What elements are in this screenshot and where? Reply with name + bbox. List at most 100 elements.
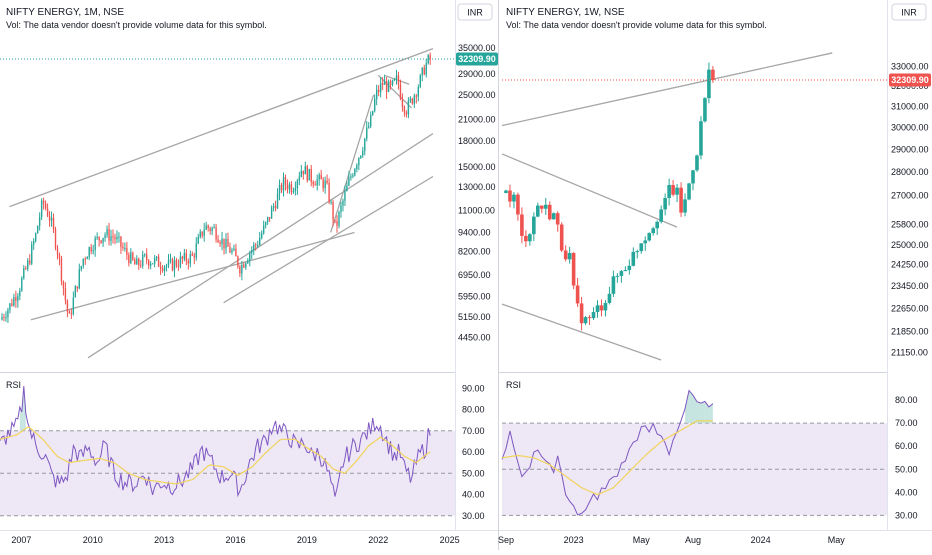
weekly-currency-button[interactable]: INR [891, 3, 927, 21]
candle-body [663, 198, 667, 210]
weekly-rsi-axis[interactable]: 80.00 70.00 60.00 50.00 40.00 30.00 [895, 395, 918, 520]
trendline[interactable] [377, 74, 413, 109]
candle-body [90, 247, 92, 252]
candle-body [703, 98, 707, 122]
price-tick-label: 15000.00 [458, 162, 496, 172]
candle-body [524, 235, 528, 242]
weekly-chart-panel[interactable]: 33000.0032000.0031000.0030000.0029000.00… [498, 0, 932, 545]
candle-body [651, 228, 656, 234]
candle-body [391, 80, 394, 85]
monthly-trendlines[interactable] [9, 48, 434, 359]
candle-body [264, 222, 267, 226]
candle-body [270, 207, 273, 219]
rsi-overbought-fill [696, 401, 701, 424]
trendline[interactable] [501, 303, 662, 361]
trendline[interactable] [501, 153, 678, 228]
time-tick-label: 2007 [11, 535, 31, 545]
candle-body [707, 69, 711, 99]
candle-body [385, 81, 388, 92]
candle-body [417, 87, 419, 97]
candle-body [142, 254, 144, 266]
candle-body [635, 251, 640, 253]
price-tick-label: 22650.00 [891, 303, 929, 313]
weekly-trendlines[interactable] [501, 52, 833, 361]
rsi-overbought-fill [704, 401, 709, 424]
candle-body [687, 183, 691, 200]
candle-body [102, 237, 104, 243]
monthly-last-price-tag: 32309.90 [456, 52, 498, 66]
trendline[interactable] [30, 231, 355, 321]
monthly-time-axis[interactable]: 2007 2010 2013 2016 2019 2022 2025 [11, 535, 459, 545]
candle-body [183, 253, 186, 259]
monthly-price-axis[interactable]: 35000.00 29000.00 25000.00 21000.00 18000.00… [458, 43, 496, 343]
monthly-rsi-axis[interactable]: 90.00 80.00 70.00 60.00 50.00 40.00 30.00 [462, 383, 485, 521]
candle-body [276, 193, 279, 209]
price-tick-label: 21150.00 [891, 347, 928, 357]
monthly-chart-panel[interactable]: 35000.00 29000.00 25000.00 21000.00 18000.00… [0, 0, 498, 550]
candle-body [504, 190, 508, 194]
trendline[interactable] [330, 94, 375, 233]
candle-body [104, 234, 106, 238]
monthly-last-price-value: 32309.90 [458, 54, 496, 64]
candle-body [563, 250, 568, 260]
candle-body [124, 247, 126, 249]
candle-body [84, 258, 86, 260]
price-tick-label: 28000.00 [891, 167, 929, 177]
candle-body [326, 180, 328, 183]
candle-body [247, 260, 249, 264]
price-tick-label: 21000.00 [458, 115, 496, 125]
candle-body [100, 240, 102, 243]
candle-body [33, 240, 35, 245]
candle-body [695, 155, 699, 171]
candle-body [5, 317, 7, 319]
candle-body [29, 260, 31, 264]
candle-body [332, 201, 334, 220]
price-tick-label: 5950.00 [458, 292, 491, 302]
weekly-chart-title: NIFTY ENERGY, 1W, NSE [506, 7, 625, 18]
monthly-currency-button[interactable]: INR [457, 3, 493, 21]
weekly-price-axis[interactable]: 33000.0032000.0031000.0030000.0029000.00… [891, 61, 929, 357]
trendline[interactable] [385, 75, 410, 85]
trendline[interactable] [223, 175, 434, 304]
candle-body [411, 98, 414, 104]
candle-body [44, 203, 47, 209]
candle-body [9, 303, 11, 310]
candle-body [286, 184, 289, 190]
price-tick-label: 23450.00 [891, 281, 929, 291]
candle-body [587, 317, 592, 319]
candle-body [219, 242, 221, 244]
candle-body [611, 276, 616, 294]
candle-body [171, 259, 174, 271]
candle-body [40, 200, 43, 217]
candle-body [389, 81, 392, 85]
candle-body [314, 184, 316, 186]
candle-body [354, 168, 356, 176]
candle-body [304, 166, 306, 175]
price-tick-label: 24250.00 [891, 259, 929, 269]
candle-body [344, 191, 346, 201]
candle-body [259, 237, 261, 246]
candle-body [639, 243, 644, 252]
candle-body [399, 84, 402, 100]
candle-body [302, 170, 305, 175]
trendline[interactable] [9, 48, 434, 208]
rsi-overbought-fill [693, 395, 697, 424]
candle-body [211, 227, 213, 231]
weekly-time-axis[interactable]: Sep 2023 May Aug 2024 May [498, 535, 845, 545]
trendline[interactable] [501, 52, 833, 127]
candle-body [383, 81, 386, 85]
candle-body [116, 236, 118, 240]
candle-body [284, 177, 287, 185]
candle-body [15, 297, 17, 301]
candle-body [350, 176, 352, 178]
weekly-last-price-value: 32309.90 [891, 75, 929, 85]
weekly-last-price-tag: 32309.90 [889, 73, 931, 87]
trendline[interactable] [87, 133, 434, 359]
candle-body [667, 185, 671, 199]
candle-body [151, 263, 154, 265]
candle-body [255, 244, 257, 246]
candle-body [282, 177, 285, 191]
candle-body [155, 256, 158, 259]
candle-body [34, 233, 37, 241]
